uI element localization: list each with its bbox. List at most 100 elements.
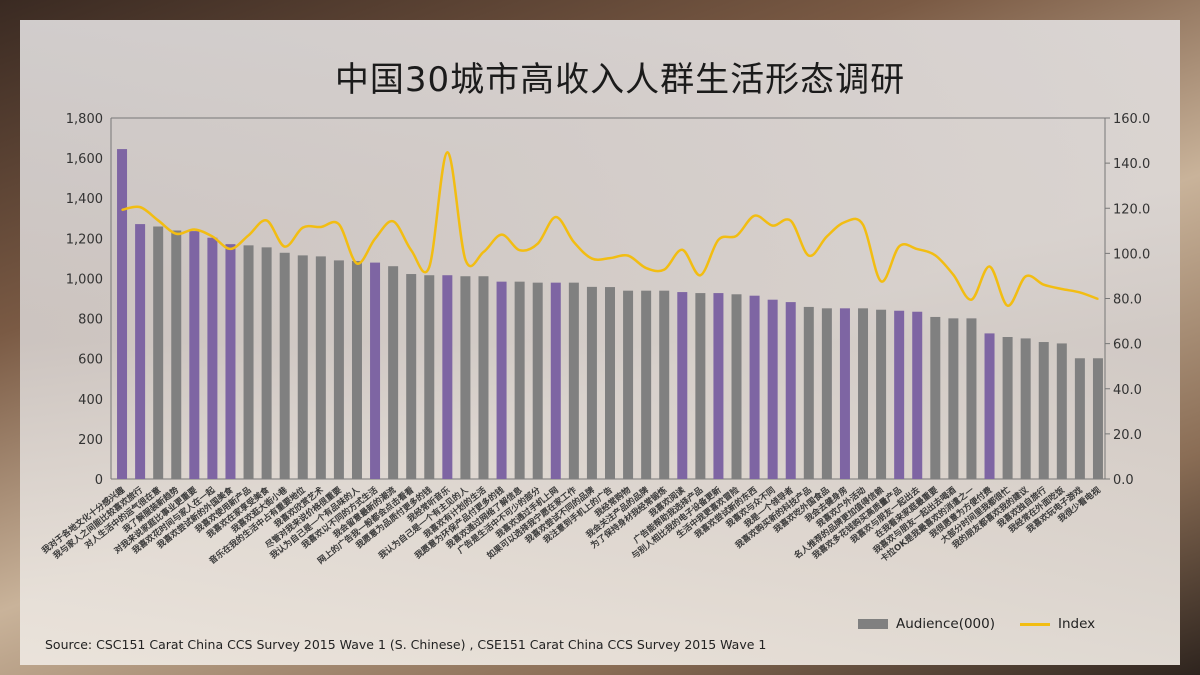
index-point bbox=[663, 268, 666, 271]
index-point bbox=[356, 262, 358, 265]
bar bbox=[605, 287, 615, 479]
bar bbox=[370, 262, 381, 479]
bar bbox=[641, 290, 652, 479]
bar bbox=[695, 293, 706, 479]
index-point bbox=[410, 249, 413, 252]
index-point bbox=[1079, 291, 1081, 294]
bar bbox=[153, 226, 164, 479]
index-point bbox=[970, 298, 973, 301]
index-point bbox=[482, 251, 485, 253]
left-tick-label: 600 bbox=[78, 353, 103, 368]
bar bbox=[550, 282, 561, 479]
right-tick-label: 60.0 bbox=[1113, 338, 1142, 353]
legend-audience-label: Audience(000) bbox=[896, 616, 996, 632]
index-point bbox=[862, 223, 864, 226]
bar bbox=[1056, 343, 1067, 479]
index-point bbox=[283, 245, 286, 248]
bar bbox=[586, 286, 597, 479]
bar bbox=[966, 318, 977, 479]
index-point bbox=[898, 245, 900, 248]
left-tick-label: 200 bbox=[78, 433, 103, 448]
bar bbox=[117, 149, 128, 479]
left-tick-label: 800 bbox=[78, 313, 103, 328]
index-point bbox=[121, 209, 123, 211]
index-point bbox=[735, 234, 738, 237]
index-point bbox=[808, 254, 810, 257]
bar bbox=[839, 308, 850, 479]
index-point bbox=[789, 219, 792, 222]
bar bbox=[135, 224, 146, 479]
bar bbox=[930, 316, 941, 479]
index-point bbox=[591, 257, 593, 260]
index-point bbox=[916, 248, 919, 250]
bar bbox=[532, 282, 543, 479]
bar bbox=[315, 256, 326, 479]
bar bbox=[297, 255, 308, 479]
bar bbox=[858, 308, 869, 479]
index-point bbox=[988, 265, 991, 268]
index-point bbox=[500, 233, 503, 236]
bar bbox=[659, 290, 670, 479]
bar bbox=[876, 309, 887, 479]
left-tick-label: 1,400 bbox=[66, 192, 103, 207]
left-tick-label: 1,800 bbox=[66, 112, 103, 127]
index-point bbox=[934, 254, 937, 257]
legend-line-swatch bbox=[1020, 622, 1050, 626]
index-point bbox=[753, 214, 756, 217]
right-tick-label: 0.0 bbox=[1113, 473, 1134, 488]
bar bbox=[189, 231, 200, 479]
index-point bbox=[392, 220, 394, 223]
index-point bbox=[1061, 288, 1063, 290]
index-point bbox=[464, 258, 467, 261]
index-point bbox=[699, 274, 702, 277]
bar bbox=[894, 310, 905, 479]
bar bbox=[442, 275, 453, 479]
source-note: Source: CSC151 Carat China CCS Survey 20… bbox=[45, 637, 767, 652]
bar bbox=[261, 247, 272, 479]
index-point bbox=[536, 242, 539, 245]
index-point bbox=[1024, 275, 1027, 278]
index-point bbox=[518, 249, 521, 252]
left-tick-label: 1,200 bbox=[66, 232, 103, 247]
index-point bbox=[229, 248, 232, 250]
bar bbox=[243, 245, 254, 479]
bar bbox=[279, 252, 290, 479]
left-tick-label: 400 bbox=[78, 393, 103, 408]
bar bbox=[351, 260, 362, 479]
bar bbox=[1074, 358, 1085, 479]
index-point bbox=[175, 232, 178, 235]
left-tick-label: 1,600 bbox=[66, 152, 103, 167]
index-point bbox=[1006, 304, 1009, 307]
legend-index: Index bbox=[1020, 616, 1095, 632]
bar bbox=[1020, 338, 1031, 479]
index-point bbox=[446, 151, 449, 154]
bar bbox=[424, 275, 435, 479]
bar bbox=[1002, 337, 1013, 479]
index-point bbox=[320, 226, 322, 228]
index-point bbox=[681, 248, 684, 251]
index-point bbox=[139, 206, 141, 208]
bar bbox=[333, 260, 344, 479]
bar bbox=[749, 295, 760, 479]
bar bbox=[388, 266, 399, 479]
legend-bar-swatch bbox=[858, 619, 888, 629]
bar bbox=[623, 290, 634, 479]
bar bbox=[171, 230, 182, 479]
bar bbox=[514, 281, 525, 479]
bar bbox=[496, 281, 507, 479]
index-point bbox=[1097, 298, 1099, 300]
index-point bbox=[771, 224, 774, 227]
index-point bbox=[826, 235, 828, 238]
index-point bbox=[952, 274, 955, 276]
bar bbox=[948, 318, 959, 479]
legend-audience: Audience(000) bbox=[858, 616, 995, 632]
bar bbox=[731, 294, 742, 479]
bar bbox=[568, 282, 579, 479]
bar bbox=[1038, 342, 1049, 479]
right-tick-label: 140.0 bbox=[1113, 157, 1150, 172]
right-tick-label: 40.0 bbox=[1113, 383, 1142, 398]
bar bbox=[207, 237, 218, 479]
index-point bbox=[301, 226, 304, 229]
right-tick-label: 120.0 bbox=[1113, 202, 1150, 217]
